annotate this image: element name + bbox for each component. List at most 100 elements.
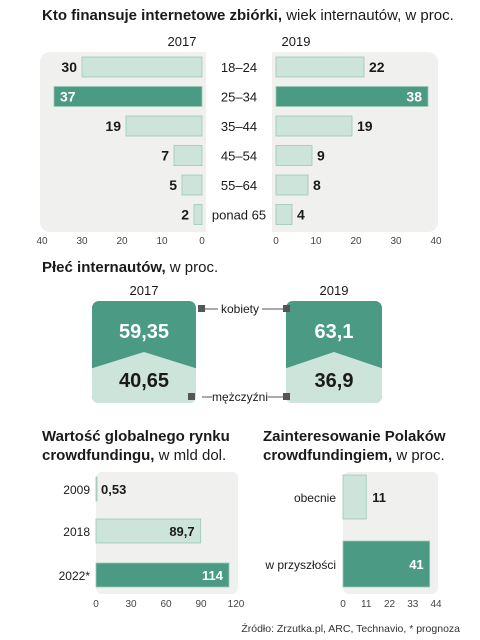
age-value-2019: 8 [313, 177, 321, 193]
interest-category-label: w przyszłości [264, 558, 336, 572]
age-category-label: ponad 65 [212, 208, 266, 223]
market-chart-title-line2-rest: w mld dol. [154, 447, 227, 464]
age-tick-right: 30 [390, 236, 402, 247]
age-tick-left: 20 [116, 236, 128, 247]
interest-value-label: 11 [372, 490, 386, 505]
interest-chart-title-line2-rest: w proc. [392, 447, 445, 464]
interest-chart-title: Zainteresowanie Polaków crowdfundingiem,… [263, 427, 446, 465]
interest-bar [342, 474, 367, 520]
gender-label-mezczyzni: mężczyźni [212, 390, 268, 404]
age-category-label: 25–34 [221, 90, 257, 105]
gender-chart-title-rest: w proc. [165, 259, 219, 276]
market-chart-title-line2-bold: crowdfundingu, [42, 447, 155, 464]
age-value-2019: 9 [317, 148, 325, 164]
market-category-label: 2018 [63, 525, 90, 539]
age-bar-2017 [125, 115, 203, 137]
gender-mezczyzni-area [286, 352, 382, 403]
age-tick-left: 0 [199, 236, 205, 247]
age-tick-left: 40 [36, 236, 48, 247]
age-tick-right: 10 [310, 236, 322, 247]
market-category-label: 2009 [63, 483, 90, 497]
market-tick: 30 [125, 599, 137, 610]
age-bar-2017 [193, 204, 203, 225]
age-year-2017: 2017 [168, 34, 197, 49]
age-bar-2019 [275, 115, 353, 137]
market-tick: 120 [228, 599, 245, 610]
interest-tick: 44 [430, 599, 442, 610]
age-tick-left: 30 [76, 236, 88, 247]
market-tick: 60 [160, 599, 172, 610]
age-bar-2019 [275, 86, 429, 107]
interest-tick: 0 [340, 599, 346, 610]
gender-mezczyzni-value: 36,9 [315, 370, 354, 392]
age-tick-right: 20 [350, 236, 362, 247]
interest-tick: 11 [361, 599, 372, 610]
interest-chart-title-line1: Zainteresowanie Polaków [263, 428, 446, 445]
gender-box-2017: 59,35 40,65 [92, 301, 196, 403]
age-chart-title-bold: Kto finansuje internetowe zbiórki, [42, 7, 283, 24]
age-bar-2019 [275, 174, 309, 196]
gender-marker [283, 393, 290, 400]
gender-kobiety-value: 63,1 [315, 321, 354, 343]
market-value-label: 89,7 [169, 524, 194, 539]
age-category-label: 45–54 [221, 149, 257, 164]
gender-year-2019: 2019 [320, 283, 349, 298]
interest-tick: 33 [407, 599, 419, 610]
age-value-2017: 5 [169, 177, 177, 193]
interest-category-label: obecnie [294, 491, 336, 505]
gender-chart-title: Płeć internautów, w proc. [42, 258, 218, 277]
market-bar [95, 562, 230, 588]
age-tick-left: 10 [156, 236, 168, 247]
market-chart-title: Wartość globalnego rynku crowdfundingu, … [42, 427, 230, 465]
age-tick-right: 40 [430, 236, 442, 247]
source-note: Źródło: Zrzutka.pl, ARC, Technavio, * pr… [241, 623, 460, 635]
age-value-2019: 4 [297, 207, 305, 223]
age-bar-2017 [81, 56, 203, 78]
age-value-2017: 37 [60, 89, 76, 105]
age-category-label: 18–24 [221, 60, 257, 75]
age-value-2017: 30 [61, 59, 77, 75]
age-chart-title: Kto finansuje internetowe zbiórki, wiek … [42, 6, 454, 25]
market-bar [95, 518, 202, 544]
age-value-2017: 2 [181, 207, 189, 223]
age-bar-2017 [53, 86, 203, 107]
age-value-2017: 19 [105, 118, 121, 134]
gender-chart-title-bold: Płeć internautów, [42, 259, 166, 276]
age-chart-center-column [206, 52, 272, 232]
gender-marker [188, 393, 195, 400]
age-value-2019: 19 [357, 118, 373, 134]
market-value-label: 114 [202, 568, 224, 583]
gender-label-kobiety: kobiety [221, 302, 259, 316]
interest-bar [342, 540, 431, 588]
interest-tick: 22 [384, 599, 396, 610]
gender-mezczyzni-area [92, 352, 196, 403]
market-category-label: 2022* [59, 569, 91, 583]
market-tick: 90 [195, 599, 207, 610]
gender-mezczyzni-value: 40,65 [119, 370, 169, 392]
age-bar-2019 [275, 204, 293, 225]
interest-chart-title-line2-bold: crowdfundingiem, [263, 447, 393, 464]
age-bar-2019 [275, 56, 365, 78]
age-chart-title-rest: wiek internautów, w proc. [282, 7, 454, 24]
market-tick: 0 [93, 599, 99, 610]
gender-marker [283, 305, 290, 312]
market-value-label: 0,53 [101, 482, 126, 497]
gender-marker [198, 305, 205, 312]
age-value-2017: 7 [161, 148, 169, 164]
age-category-label: 35–44 [221, 119, 257, 134]
gender-year-2017: 2017 [130, 283, 159, 298]
age-category-label: 55–64 [221, 178, 257, 193]
age-year-2019: 2019 [282, 34, 311, 49]
age-bar-2017 [173, 145, 203, 166]
age-value-2019: 38 [406, 89, 422, 105]
age-value-2019: 22 [369, 59, 385, 75]
gender-box-2019: 63,1 36,9 [286, 301, 382, 403]
age-bar-2017 [181, 174, 203, 196]
market-chart-title-line1: Wartość globalnego rynku [42, 428, 230, 445]
age-tick-right: 0 [273, 236, 279, 247]
interest-value-label: 41 [409, 557, 423, 572]
gender-kobiety-value: 59,35 [119, 321, 169, 343]
age-bar-2019 [275, 145, 313, 166]
market-bar [95, 476, 98, 502]
